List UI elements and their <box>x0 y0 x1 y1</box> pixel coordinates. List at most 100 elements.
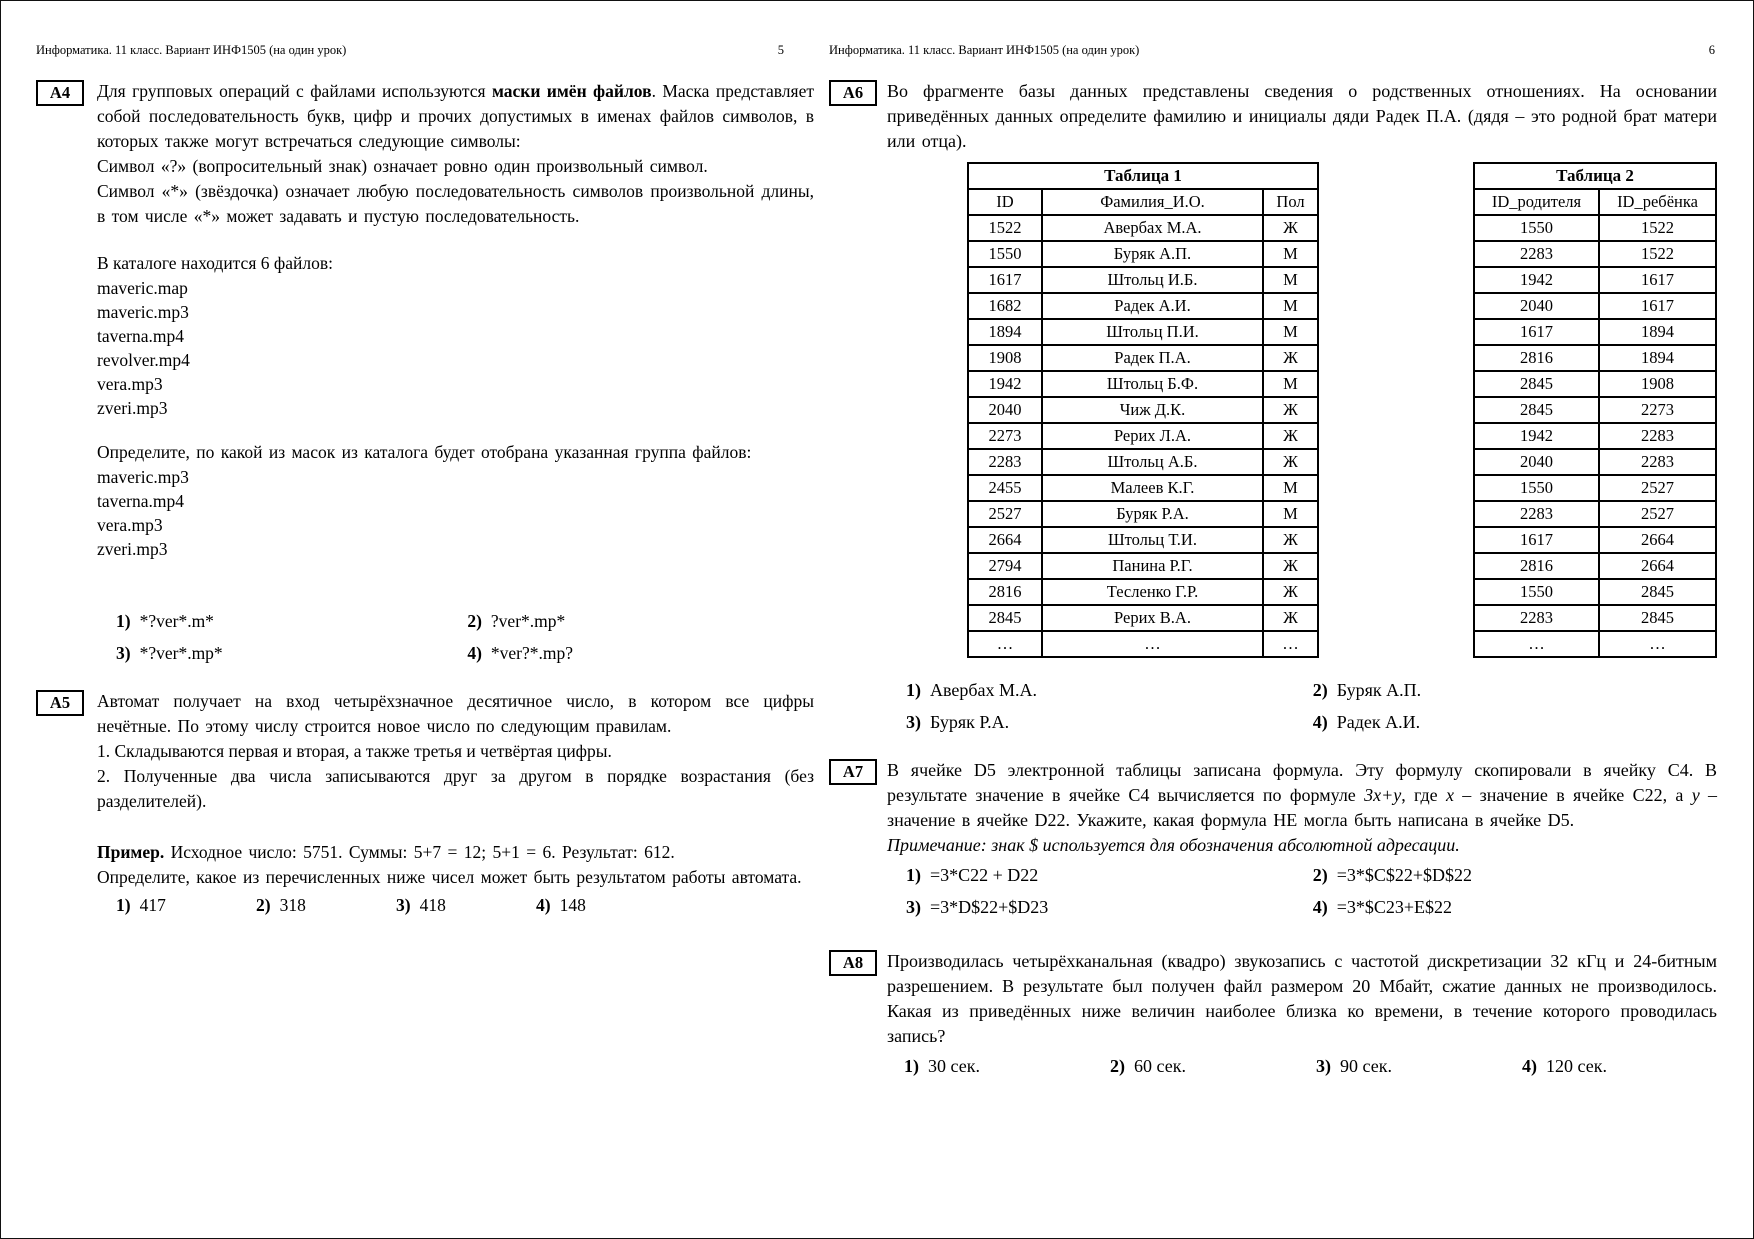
table-cell: 2040 <box>967 396 1043 424</box>
table-cell: 2040 <box>1473 292 1600 320</box>
table-cell: 1894 <box>967 318 1043 346</box>
table-cell: 2283 <box>1473 240 1600 268</box>
table-cell: 2527 <box>1598 474 1717 502</box>
table-cell: … <box>1598 630 1717 658</box>
database-tables: Таблица 1 ID Фамилия_И.О. Пол 1522 Авербах М.… <box>887 162 1717 658</box>
column-header: Фамилия_И.О. <box>1041 188 1264 216</box>
option-number: 1) <box>906 680 921 700</box>
option-text: 60 сек. <box>1134 1056 1186 1076</box>
table-cell: Ж <box>1262 448 1319 476</box>
option-text: *ver?*.mp? <box>490 643 574 663</box>
option-text: 318 <box>279 895 306 915</box>
paragraph-catalog-intro: В каталоге находится 6 файлов: <box>97 253 333 273</box>
paragraph-intro: Производилась четырёхканальная (квадро) … <box>887 951 1717 1046</box>
table-cell: 1522 <box>1598 214 1717 242</box>
table-cell: 2273 <box>967 422 1043 450</box>
table-row: 2845 Рерих В.А. Ж <box>967 604 1319 632</box>
answer-option: 3) 418 <box>377 893 517 918</box>
table-cell: Рерих Л.А. <box>1041 422 1264 450</box>
answer-option: 1) 417 <box>97 893 237 918</box>
option-number: 1) <box>906 865 921 885</box>
question-label-column: А5 <box>36 689 97 716</box>
option-text: =3*$C$22+$D$22 <box>1336 865 1472 885</box>
answer-option: 2) 60 сек. <box>1093 1054 1299 1079</box>
answer-option: 2) ?ver*.mp* <box>448 609 799 634</box>
question-a8: А8 Производилась четырёхканальная (квадр… <box>829 949 1717 1086</box>
table-cell: 2527 <box>1598 500 1717 528</box>
option-text: 418 <box>419 895 446 915</box>
spacer <box>97 229 814 251</box>
table-row: 1550 1522 <box>1473 214 1717 242</box>
table-cell: 1894 <box>1598 318 1717 346</box>
table-cell: Радек П.А. <box>1041 344 1264 372</box>
paragraph-intro: Во фрагменте базы данных представлены св… <box>887 81 1717 151</box>
page-number: 5 <box>777 43 784 57</box>
file-name: vera.mp3 <box>97 374 163 394</box>
table-cell: 1908 <box>1598 370 1717 398</box>
option-number: 2) <box>1110 1056 1125 1076</box>
answer-options-a8: 1) 30 сек. 2) 60 сек. 3) 90 сек. 4) 120 сек. <box>887 1054 1717 1086</box>
answer-option: 2) =3*$C$22+$D$22 <box>1294 863 1701 888</box>
table-cell: 1894 <box>1598 344 1717 372</box>
question-a7: А7 В ячейке D5 электронной таблицы запис… <box>829 758 1717 927</box>
file-name: vera.mp3 <box>97 515 163 535</box>
formula-text: 3x+y <box>1364 785 1402 805</box>
option-text: 30 сек. <box>928 1056 980 1076</box>
text-run-bold: маски имён файлов <box>491 81 652 101</box>
option-text: =3*C22 + D22 <box>930 865 1039 885</box>
paragraph-question-mark-rule: Символ «?» (вопросительный знак) означае… <box>97 156 708 176</box>
file-name: taverna.mp4 <box>97 326 184 346</box>
answer-option: 4) 120 сек. <box>1505 1054 1711 1079</box>
table-cell: М <box>1262 240 1319 268</box>
table-row: 1682 Радек А.И. М <box>967 292 1319 320</box>
table-row: 1942 1617 <box>1473 266 1717 294</box>
option-number: 1) <box>116 611 131 631</box>
paragraph-example: Пример. Исходное число: 5751. Суммы: 5+7… <box>97 840 814 865</box>
option-number: 4) <box>1312 897 1328 917</box>
option-text: Радек А.И. <box>1336 712 1421 732</box>
header-title: Информатика. 11 класс. Вариант ИНФ1505 (… <box>36 43 347 57</box>
question-a6: А6 Во фрагменте базы данных представлены… <box>829 79 1717 742</box>
table-row: 1942 Штольц Б.Ф. М <box>967 370 1319 398</box>
table-cell: Ж <box>1262 214 1319 242</box>
table-cell: … <box>1262 630 1319 658</box>
paragraph-intro: Автомат получает на вход четырёхзначное … <box>97 691 814 736</box>
question-a5-body: Автомат получает на вход четырёхзначное … <box>97 689 814 925</box>
table-row: 2040 Чиж Д.К. Ж <box>967 396 1319 424</box>
table-cell: 2283 <box>967 448 1043 476</box>
table-cell: Тесленко Г.Р. <box>1041 578 1264 606</box>
option-text: =3*D$22+$D23 <box>930 897 1049 917</box>
table-cell: … <box>967 630 1043 658</box>
table-cell: 1682 <box>967 292 1043 320</box>
table-cell: 2283 <box>1598 448 1717 476</box>
table-cell: Ж <box>1262 604 1319 632</box>
table-cell: … <box>1041 630 1264 658</box>
table-cell: Штольц Т.И. <box>1041 526 1264 554</box>
text-run: . Маска представляет собой последователь… <box>97 81 814 151</box>
table-cell: М <box>1262 292 1319 320</box>
option-number: 4) <box>1522 1056 1537 1076</box>
table-cell: Ж <box>1262 526 1319 554</box>
table-cell: 2845 <box>967 604 1043 632</box>
table-row: 2283 2527 <box>1473 500 1717 528</box>
page-number: 6 <box>1708 43 1715 57</box>
answer-option: 4) 148 <box>517 893 657 918</box>
table-cell: 1550 <box>1473 578 1600 606</box>
text-run: В ячейке D5 электронной таблицы записана… <box>887 760 1717 805</box>
table-cell: 2283 <box>1598 422 1717 450</box>
file-name: zveri.mp3 <box>97 398 168 418</box>
answer-option: 2) 318 <box>237 893 377 918</box>
table-row: 2040 2283 <box>1473 448 1717 476</box>
catalog-file-list: maveric.map maveric.mp3 taverna.mp4 revolve… <box>97 276 814 420</box>
option-text: ?ver*.mp* <box>490 611 566 631</box>
table-cell: Малеев К.Г. <box>1041 474 1264 502</box>
option-number: 3) <box>396 895 411 915</box>
table-1: Таблица 1 ID Фамилия_И.О. Пол 1522 Авербах М.… <box>967 162 1319 658</box>
option-text: 148 <box>559 895 586 915</box>
question-a6-body: Во фрагменте базы данных представлены св… <box>887 79 1717 742</box>
table-2: Таблица 2 ID_родителя ID_ребёнка 1550 1522 22… <box>1473 162 1717 658</box>
page-header: Информатика. 11 класс. Вариант ИНФ1505 (… <box>829 43 1717 61</box>
table-row: 2845 1908 <box>1473 370 1717 398</box>
paragraph-rule-2: 2. Полученные два числа записываются дру… <box>97 766 814 811</box>
